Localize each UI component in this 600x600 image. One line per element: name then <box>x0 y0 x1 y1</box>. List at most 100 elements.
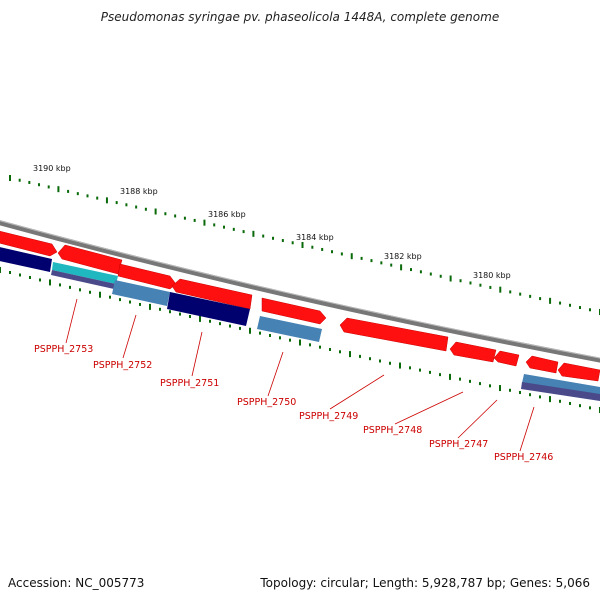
minor-tick <box>359 354 361 358</box>
major-tick <box>301 242 304 248</box>
minor-tick <box>279 336 281 340</box>
minor-tick <box>429 272 432 276</box>
minor-tick <box>539 395 541 399</box>
minor-tick <box>229 324 231 328</box>
gene-label-2749[interactable]: PSPPH_2749 <box>299 411 358 422</box>
minor-tick <box>135 205 138 209</box>
minor-tick <box>119 298 121 302</box>
gene-label-2750[interactable]: PSPPH_2750 <box>237 397 296 408</box>
minor-tick <box>272 236 275 240</box>
major-tick <box>252 230 255 237</box>
minor-tick <box>479 382 481 386</box>
minor-tick <box>379 359 381 363</box>
gene-reverse[interactable] <box>167 292 250 326</box>
gene-forward[interactable] <box>557 362 600 382</box>
minor-tick <box>559 399 561 403</box>
gene-label-2746[interactable]: PSPPH_2746 <box>494 452 553 463</box>
minor-tick <box>89 290 91 294</box>
gene-forward[interactable] <box>339 317 449 352</box>
minor-tick <box>529 294 532 298</box>
minor-tick <box>232 227 235 231</box>
gene-label-2752[interactable]: PSPPH_2752 <box>93 360 152 371</box>
gene-label-2747[interactable]: PSPPH_2747 <box>429 439 488 450</box>
accession-text: Accession: NC_005773 <box>8 576 145 590</box>
minor-tick <box>569 303 572 307</box>
gene-forward[interactable] <box>449 341 497 363</box>
minor-tick <box>209 319 211 323</box>
minor-tick <box>369 357 371 361</box>
minor-tick <box>331 250 334 254</box>
major-tick <box>57 186 60 193</box>
minor-tick <box>239 326 241 330</box>
minor-tick <box>269 333 271 337</box>
gene-label-2748[interactable]: PSPPH_2748 <box>363 425 422 436</box>
major-tick <box>199 315 201 322</box>
minor-tick <box>340 252 343 256</box>
minor-tick <box>509 388 511 392</box>
major-tick <box>549 297 552 304</box>
minor-tick <box>242 230 245 234</box>
scale-ticks-outer <box>9 175 600 315</box>
scale-label-3186: 3186 kbp <box>208 210 246 219</box>
minor-tick <box>223 225 226 229</box>
minor-tick <box>179 312 181 316</box>
gene-reverse-light[interactable] <box>522 374 600 395</box>
genome-backbone <box>0 220 600 363</box>
scale-label-3180: 3180 kbp <box>473 271 511 280</box>
minor-tick <box>86 194 89 198</box>
gene-reverse-cyan[interactable] <box>52 262 118 284</box>
minor-tick <box>281 239 284 243</box>
minor-tick <box>469 379 471 383</box>
minor-tick <box>589 406 591 410</box>
topology-text: Topology: circular; Length: 5,928,787 bp… <box>260 576 590 590</box>
gene-reverse-light[interactable] <box>112 280 170 306</box>
minor-tick <box>39 278 41 282</box>
minor-tick <box>219 322 221 326</box>
gene-forward[interactable] <box>171 278 253 310</box>
gene-forward[interactable] <box>261 297 327 325</box>
major-tick <box>99 291 101 298</box>
forward-genes <box>0 230 600 382</box>
minor-tick <box>29 275 31 279</box>
scale-label-3190: 3190 kbp <box>33 164 71 173</box>
gene-reverse[interactable] <box>51 270 116 289</box>
major-tick <box>49 279 51 286</box>
major-tick <box>203 219 206 226</box>
minor-tick <box>213 223 216 227</box>
label-leaders <box>65 298 535 452</box>
minor-tick <box>67 189 70 193</box>
minor-tick <box>519 292 522 296</box>
gene-reverse[interactable] <box>521 382 600 401</box>
gene-label-2753[interactable]: PSPPH_2753 <box>34 344 93 355</box>
major-tick <box>449 275 452 282</box>
minor-tick <box>389 361 391 365</box>
gene-forward[interactable] <box>493 350 520 367</box>
minor-tick <box>69 285 71 289</box>
minor-tick <box>419 270 422 274</box>
gene-forward[interactable] <box>525 355 559 374</box>
minor-tick <box>144 207 147 211</box>
scale-label-3182: 3182 kbp <box>384 252 422 261</box>
minor-tick <box>28 180 31 184</box>
major-tick <box>249 327 251 334</box>
minor-tick <box>409 366 411 370</box>
gene-forward[interactable] <box>0 230 58 257</box>
minor-tick <box>193 218 196 222</box>
minor-tick <box>509 290 512 294</box>
genome-title: Pseudomonas syringae pv. phaseolicola 14… <box>100 10 500 24</box>
minor-tick <box>159 307 161 311</box>
minor-tick <box>259 331 261 335</box>
minor-tick <box>579 306 582 310</box>
gene-reverse[interactable] <box>0 246 52 272</box>
gene-reverse-light[interactable] <box>257 316 322 342</box>
minor-tick <box>174 214 177 218</box>
minor-tick <box>319 345 321 349</box>
minor-tick <box>439 274 442 278</box>
minor-tick <box>429 370 431 374</box>
gene-label-2751[interactable]: PSPPH_2751 <box>160 378 219 389</box>
minor-tick <box>79 288 81 292</box>
scale-label-3188: 3188 kbp <box>120 187 158 196</box>
minor-tick <box>321 247 324 251</box>
minor-tick <box>38 183 41 187</box>
